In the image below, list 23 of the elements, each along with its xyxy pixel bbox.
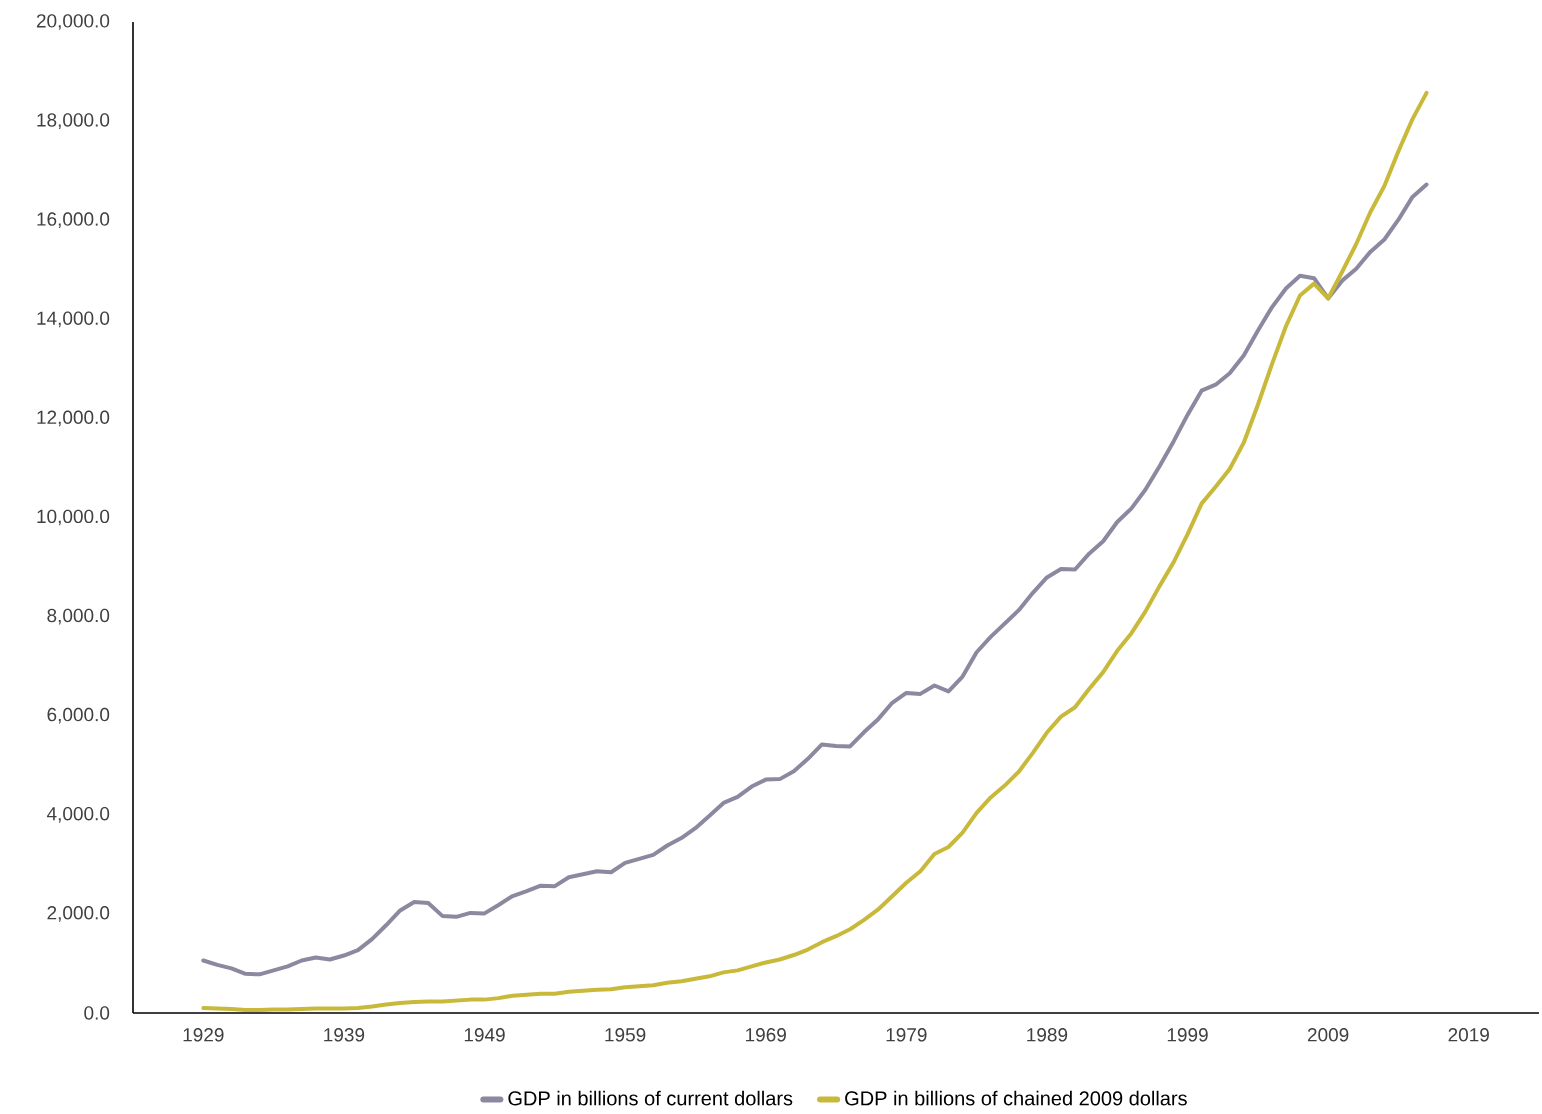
x-tick-label: 1929 xyxy=(183,1028,224,1042)
x-tick-label: 1969 xyxy=(746,1028,786,1042)
y-tick-label: 4,000.0 xyxy=(46,806,110,823)
y-tick-label: 6,000.0 xyxy=(47,707,110,724)
y-tick-label: 12,000.0 xyxy=(37,410,110,427)
y-tick-label: 2,000.0 xyxy=(47,906,110,922)
x-tick-label: 1979 xyxy=(886,1028,927,1042)
y-tick-label: 0.0 xyxy=(84,1006,110,1020)
y-tick-label: 8,000.0 xyxy=(47,608,110,625)
y-tick-label: 16,000.0 xyxy=(37,212,110,229)
x-tick-label: 1939 xyxy=(324,1028,365,1042)
x-tick-label: 1949 xyxy=(464,1028,505,1042)
y-tick-label: 10,000.0 xyxy=(37,509,110,526)
x-tick-label: 1989 xyxy=(1027,1028,1068,1042)
y-tick-label: 18,000.0 xyxy=(37,113,110,129)
y-tick-label: 14,000.0 xyxy=(37,311,110,328)
legend-label: GDP in billions of chained 2009 dollars xyxy=(845,1090,1187,1106)
x-tick-label: 1999 xyxy=(1167,1028,1208,1042)
x-tick-label: 1959 xyxy=(605,1028,646,1042)
legend-label: GDP in billions of current dollars xyxy=(508,1090,793,1106)
y-tick-label: 20,000.0 xyxy=(36,14,110,30)
x-tick-label: 2019 xyxy=(1448,1028,1489,1042)
x-tick-label: 2009 xyxy=(1307,1028,1349,1042)
